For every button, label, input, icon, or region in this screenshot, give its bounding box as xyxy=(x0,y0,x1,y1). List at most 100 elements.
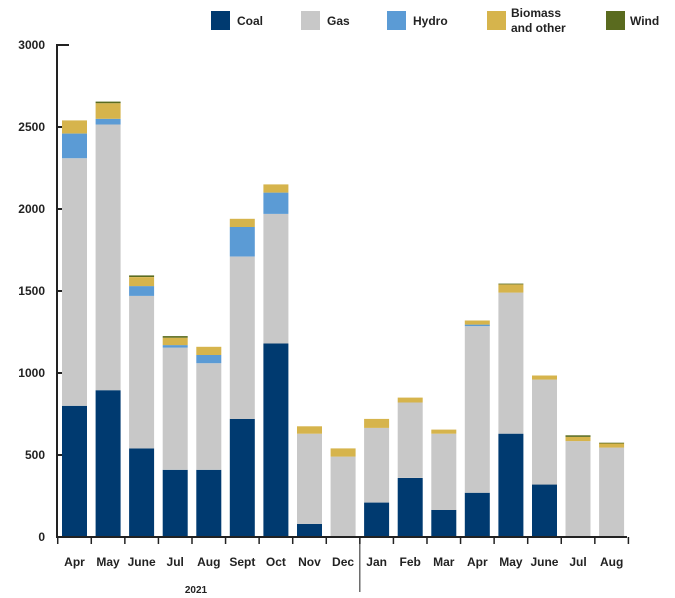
bar-segment-coal xyxy=(162,469,188,537)
axes xyxy=(56,44,630,592)
x-tick-label: Feb xyxy=(400,555,421,569)
bar-segment-coal xyxy=(364,502,390,537)
bar-segment-wind xyxy=(565,435,591,437)
bar-segment-gas xyxy=(62,158,87,406)
legend-label: Biomass xyxy=(511,6,561,20)
bar-segment-biomass-and-other xyxy=(532,375,557,380)
bar-segment-gas xyxy=(565,441,591,537)
bar-segment-coal xyxy=(397,478,423,537)
bar-segment-gas xyxy=(397,402,423,478)
legend-label: Coal xyxy=(237,14,263,28)
x-tick-label: Aug xyxy=(197,555,220,569)
x-tick-label: May xyxy=(96,555,120,569)
x-tick-label: Jan xyxy=(366,555,387,569)
bar-segment-biomass-and-other xyxy=(62,120,87,134)
legend-swatch-gas xyxy=(301,11,320,30)
bar-segment-wind xyxy=(162,336,188,338)
bar-segment-gas xyxy=(263,213,289,344)
bar-segment-coal xyxy=(62,405,87,537)
legend-label: Wind xyxy=(630,14,659,28)
y-axis: 0 500 1000 1500 2000 2500 3000 xyxy=(18,38,69,544)
legend-label: and other xyxy=(511,21,566,35)
bar-segment-hydro xyxy=(129,286,155,296)
bar-segment-wind xyxy=(498,283,524,285)
legend-swatch-hydro xyxy=(387,11,406,30)
bar-segment-biomass-and-other xyxy=(95,103,121,119)
bar-segment-gas xyxy=(162,347,188,470)
y-tick-label: 1000 xyxy=(18,366,45,380)
x-tick-label: Aug xyxy=(600,555,623,569)
bar-segment-biomass-and-other xyxy=(263,184,289,193)
year-label: 2021 xyxy=(185,585,208,596)
bar-segment-biomass-and-other xyxy=(599,443,625,448)
bar-segment-wind xyxy=(599,442,625,444)
x-tick-label: Dec xyxy=(332,555,354,569)
bar-segment-hydro xyxy=(263,192,289,214)
bar-segment-hydro xyxy=(464,324,490,327)
legend-swatch-wind xyxy=(606,11,625,30)
bar-segment-biomass-and-other xyxy=(297,426,322,434)
bar-segment-gas xyxy=(431,433,457,510)
x-tick-label: May xyxy=(499,555,523,569)
legend-label: Hydro xyxy=(413,14,448,28)
bar-segment-biomass-and-other xyxy=(330,448,356,457)
bar-segment-coal xyxy=(196,469,222,537)
bar-segment-gas xyxy=(464,326,490,493)
bars xyxy=(62,101,625,537)
y-tick-label: 0 xyxy=(38,530,45,544)
x-tick-label: Apr xyxy=(64,555,85,569)
bar-segment-hydro xyxy=(62,133,87,159)
bar-segment-coal xyxy=(431,509,457,537)
x-tick-label: Jul xyxy=(167,555,184,569)
x-tick-label: Sept xyxy=(229,555,255,569)
x-tick-label: Oct xyxy=(266,555,286,569)
bar-segment-gas xyxy=(297,433,322,524)
bar-segment-biomass-and-other xyxy=(397,397,423,403)
legend-swatch-coal xyxy=(211,11,230,30)
bar-segment-biomass-and-other xyxy=(498,284,524,293)
bar-segment-coal xyxy=(229,418,255,537)
bar-segment-coal xyxy=(129,448,155,537)
y-tick-label: 3000 xyxy=(18,38,45,52)
bar-segment-biomass-and-other xyxy=(196,346,222,355)
bar-segment-hydro xyxy=(229,227,255,257)
bar-segment-coal xyxy=(498,433,524,537)
legend-label: Gas xyxy=(327,14,350,28)
bar-segment-biomass-and-other xyxy=(565,437,591,442)
bar-segment-coal xyxy=(464,492,490,537)
bar-segment-wind xyxy=(95,101,121,104)
y-tick-label: 1500 xyxy=(18,284,45,298)
bar-segment-biomass-and-other xyxy=(162,337,188,346)
x-tick-label: Mar xyxy=(433,555,455,569)
x-tick-label: June xyxy=(530,555,558,569)
legend-swatch-biomass-and-other xyxy=(487,11,506,30)
bar-segment-biomass-and-other xyxy=(229,218,255,227)
bar-segment-coal xyxy=(532,484,557,537)
bar-segment-biomass-and-other xyxy=(364,418,390,428)
bar-segment-biomass-and-other xyxy=(464,320,490,325)
bar-segment-gas xyxy=(229,256,255,419)
bar-segment-gas xyxy=(498,292,524,434)
bar-segment-coal xyxy=(95,390,121,537)
bar-segment-gas xyxy=(129,295,155,449)
x-axis: Apr May June Jul Aug Sept Oct Nov Dec Jan Feb Mar Ap… xyxy=(64,555,623,596)
x-tick-label: Jul xyxy=(569,555,586,569)
bar-segment-hydro xyxy=(162,345,188,348)
bar-segment-gas xyxy=(95,124,121,391)
x-tick-label: Nov xyxy=(298,555,321,569)
bar-segment-gas xyxy=(532,379,557,485)
bar-segment-gas xyxy=(330,456,356,537)
bar-segment-coal xyxy=(263,343,289,537)
bar-segment-gas xyxy=(599,447,625,537)
bar-segment-coal xyxy=(297,523,322,537)
bar-segment-wind xyxy=(129,275,155,277)
y-tick-label: 500 xyxy=(25,448,45,462)
bar-segment-gas xyxy=(364,427,390,503)
y-tick-label: 2500 xyxy=(18,120,45,134)
x-tick-label: June xyxy=(128,555,156,569)
bar-segment-biomass-and-other xyxy=(431,429,457,434)
bar-segment-hydro xyxy=(196,355,222,364)
bar-segment-biomass-and-other xyxy=(129,277,155,287)
